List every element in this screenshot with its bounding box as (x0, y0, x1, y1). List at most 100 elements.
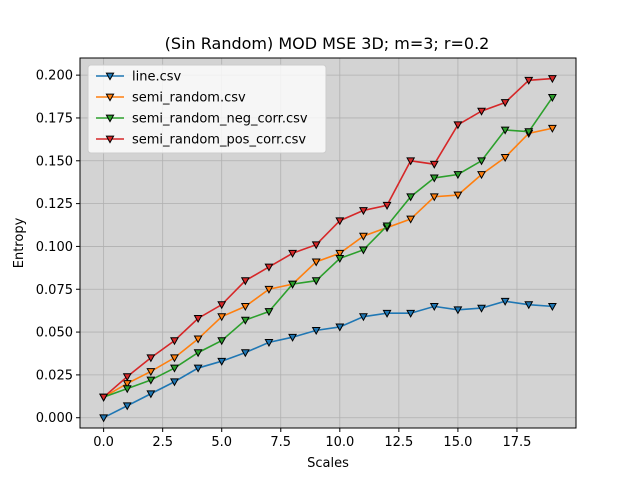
legend-marker (105, 135, 115, 144)
data-point (170, 364, 179, 373)
x-tick-label: 2.5 (152, 435, 173, 450)
data-point (524, 76, 534, 85)
data-point (453, 306, 463, 315)
data-point (500, 99, 510, 108)
y-tick-label: 0.125 (36, 197, 73, 212)
data-point (477, 304, 486, 313)
series-line (103, 77, 553, 398)
data-point (146, 376, 156, 385)
series-semi-random-pos-corr-csv (99, 75, 557, 402)
x-tick-label: 10.0 (325, 435, 354, 450)
data-point (240, 277, 250, 286)
legend-entry: semi_random.csv (96, 91, 246, 106)
data-point (264, 263, 274, 272)
legend-label: semi_random.csv (132, 91, 246, 106)
data-point (146, 390, 156, 399)
data-point (358, 232, 368, 241)
data-point (288, 333, 298, 342)
y-tick-label: 0.150 (36, 154, 73, 169)
x-tick-label: 12.5 (384, 435, 413, 450)
data-point (311, 326, 321, 335)
data-point (311, 258, 321, 267)
series-line-csv (99, 297, 557, 423)
data-point (358, 207, 368, 216)
data-point (146, 368, 156, 377)
data-point (146, 354, 156, 363)
data-point (524, 128, 534, 137)
y-tick-label: 0.100 (36, 240, 73, 255)
x-axis: 0.0 2.5 5.0 7.5 10.0 12.5 15.0 17.5 (93, 428, 531, 450)
data-point (240, 349, 250, 358)
legend-marker (105, 72, 115, 81)
series-layer (99, 75, 557, 423)
data-point (264, 338, 274, 347)
data-point (99, 393, 109, 402)
data-point (358, 246, 368, 255)
y-tick-label: 0.075 (36, 283, 73, 298)
data-point (288, 280, 298, 289)
y-tick-label: 0.200 (36, 69, 73, 84)
data-point (524, 301, 534, 310)
legend-label: semi_random_pos_corr.csv (132, 133, 306, 148)
data-point (429, 302, 439, 312)
data-point (500, 126, 510, 135)
plot-frame (79, 57, 577, 429)
data-point (477, 157, 486, 166)
data-point (547, 302, 557, 312)
y-tick-label: 0.025 (36, 368, 73, 383)
chart-title: (Sin Random) MOD MSE 3D; m=3; r=0.2 (165, 34, 490, 53)
data-point (240, 302, 250, 312)
data-point (477, 171, 486, 180)
legend-entry: line.csv (96, 70, 182, 85)
data-point (335, 217, 345, 226)
data-point (193, 364, 203, 373)
data-point (193, 314, 203, 323)
data-point (406, 193, 416, 202)
data-point (311, 241, 321, 250)
data-point (453, 171, 463, 180)
data-point (264, 308, 274, 317)
y-axis-label: Entropy (12, 217, 27, 268)
data-point (547, 94, 557, 103)
legend: line.csv semi_random.csv semi_random_neg_c… (87, 64, 327, 154)
legend-entry: semi_random_neg_corr.csv (96, 112, 308, 127)
data-point (122, 373, 132, 382)
x-tick-label: 0.0 (93, 435, 114, 450)
data-point (335, 323, 345, 332)
legend-entry: semi_random_pos_corr.csv (96, 133, 306, 148)
y-axis: 0.000 0.025 0.050 0.075 0.100 0.125 0.150 0.175… (36, 69, 80, 426)
y-tick-label: 0.175 (36, 111, 73, 126)
data-point (500, 297, 510, 306)
data-point (453, 191, 463, 200)
data-point (170, 337, 179, 346)
data-point (217, 301, 227, 310)
data-point (429, 193, 439, 202)
data-point (170, 378, 179, 387)
data-point (122, 385, 132, 394)
data-point (264, 285, 274, 294)
data-point (217, 337, 227, 346)
legend-box (87, 64, 327, 154)
data-point (193, 335, 203, 344)
data-point (406, 309, 416, 318)
data-point (382, 309, 392, 318)
legend-label: line.csv (132, 70, 182, 85)
x-tick-label: 7.5 (270, 435, 291, 450)
data-point (477, 107, 486, 116)
data-point (288, 249, 298, 258)
data-point (335, 249, 345, 258)
data-point (240, 316, 250, 325)
data-point (358, 313, 368, 322)
data-point (382, 201, 392, 210)
data-point (382, 222, 392, 231)
data-point (335, 255, 345, 264)
x-tick-label: 5.0 (211, 435, 232, 450)
legend-label: semi_random_neg_corr.csv (132, 112, 308, 127)
data-point (406, 157, 416, 166)
y-tick-label: 0.000 (36, 411, 73, 426)
series-line (103, 300, 553, 419)
data-point (429, 160, 439, 169)
series-semi-random-csv (99, 124, 557, 402)
data-point (170, 354, 179, 363)
